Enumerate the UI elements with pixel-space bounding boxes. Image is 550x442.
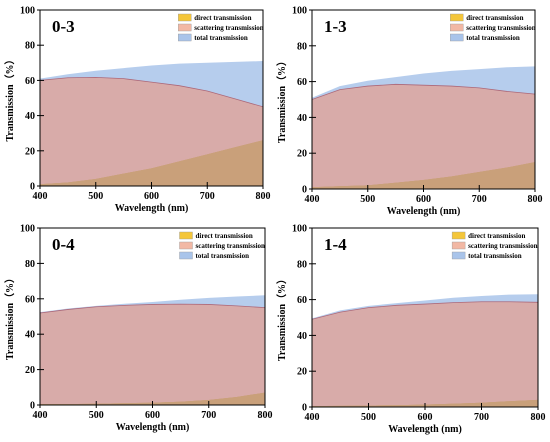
y-tick-label: 100 — [20, 224, 35, 235]
x-tick-label: 600 — [418, 412, 433, 423]
panel-title: 0-4 — [52, 235, 75, 254]
y-tick-label: 40 — [297, 331, 307, 342]
panel-title: 1-3 — [324, 17, 347, 36]
x-tick-label: 800 — [256, 191, 271, 202]
y-tick-label: 20 — [25, 365, 35, 376]
x-tick-label: 400 — [305, 412, 320, 423]
legend-swatch — [450, 23, 464, 32]
area-scattering-tint — [40, 304, 265, 405]
y-tick-label: 40 — [25, 330, 35, 341]
y-tick-label: 20 — [25, 146, 35, 157]
y-axis-title: Transmission（%） — [3, 273, 16, 360]
x-tick-label: 600 — [416, 194, 431, 205]
legend-swatch — [450, 33, 464, 42]
x-tick-label: 600 — [144, 191, 159, 202]
legend-label: total transmission — [194, 34, 248, 42]
legend-label: scattering transmission — [194, 24, 264, 32]
legend-swatch — [178, 23, 192, 32]
y-tick-label: 80 — [25, 41, 35, 52]
legend-swatch — [179, 241, 193, 250]
legend-swatch — [451, 231, 466, 240]
y-tick-label: 60 — [25, 294, 35, 305]
legend-swatch — [179, 251, 193, 260]
chart-panel-1-4: 0 20 40 60 80 100 400 500 600 700 800 Wavelength (n… — [275, 224, 546, 436]
y-tick-label: 20 — [297, 149, 307, 160]
x-axis-title: Wavelength (nm) — [116, 422, 190, 433]
x-tick-label: 400 — [33, 191, 48, 202]
legend-label: scattering transmission — [468, 242, 538, 250]
legend-label: total transmission — [466, 34, 520, 42]
legend-label: direct transmission — [194, 14, 251, 22]
y-tick-label: 40 — [25, 111, 35, 122]
legend-swatch — [450, 13, 464, 22]
legend-label: scattering transmission — [466, 24, 536, 32]
x-axis-title: Wavelength (nm) — [387, 206, 461, 217]
area-scattering-tint — [312, 301, 538, 407]
y-tick-label: 0 — [30, 401, 35, 412]
chart-panel-1-3: 0 20 40 60 80 100 400 500 600 700 800 Wavelength (n… — [275, 6, 543, 218]
chart-panel-0-4: 0 20 40 60 80 100 400 500 600 700 800 Wavelength (n… — [3, 224, 273, 434]
y-tick-label: 0 — [302, 403, 307, 414]
y-tick-label: 80 — [297, 259, 307, 270]
legend-label: direct transmission — [196, 232, 253, 240]
x-tick-label: 800 — [531, 412, 546, 423]
x-tick-label: 700 — [472, 194, 487, 205]
y-axis-title: Transmission（%） — [3, 54, 16, 141]
y-tick-label: 100 — [292, 6, 307, 17]
x-tick-label: 500 — [88, 191, 103, 202]
y-tick-label: 80 — [25, 259, 35, 270]
panel-title: 1-4 — [324, 235, 347, 254]
x-tick-label: 800 — [258, 410, 273, 421]
legend-swatch — [451, 241, 466, 250]
x-tick-label: 800 — [528, 194, 543, 205]
legend-label: total transmission — [196, 252, 250, 260]
x-axis-title: Wavelength (nm) — [388, 424, 462, 435]
legend-label: direct transmission — [468, 232, 525, 240]
y-tick-label: 100 — [292, 224, 307, 235]
y-axis-title: Transmission（%） — [275, 56, 288, 143]
x-axis-title: Wavelength (nm) — [115, 203, 189, 214]
x-tick-label: 400 — [33, 410, 48, 421]
x-tick-label: 700 — [201, 410, 216, 421]
area-scattering-tint — [312, 84, 535, 189]
y-tick-label: 40 — [297, 113, 307, 124]
legend-swatch — [178, 33, 192, 42]
y-tick-label: 0 — [302, 185, 307, 196]
x-tick-label: 700 — [474, 412, 489, 423]
area-direct-top — [40, 140, 263, 186]
x-tick-label: 600 — [145, 410, 160, 421]
y-tick-label: 60 — [25, 76, 35, 87]
y-tick-label: 100 — [20, 6, 35, 17]
x-tick-label: 500 — [89, 410, 104, 421]
legend-label: direct transmission — [466, 14, 523, 22]
legend-swatch — [178, 13, 192, 22]
legend-swatch — [451, 251, 466, 260]
area-direct-top — [312, 162, 535, 189]
x-tick-label: 700 — [200, 191, 215, 202]
x-tick-label: 500 — [361, 412, 376, 423]
y-tick-label: 60 — [297, 77, 307, 88]
x-tick-label: 400 — [305, 194, 320, 205]
y-axis-title: Transmission（%） — [275, 274, 288, 361]
chart-panel-0-3: 0 20 40 60 80 100 400 500 600 700 800 Wavelength (n… — [3, 6, 271, 215]
legend-label: total transmission — [468, 252, 522, 260]
x-tick-label: 500 — [360, 194, 375, 205]
y-tick-label: 0 — [30, 182, 35, 193]
legend-label: scattering transmission — [196, 242, 266, 250]
y-tick-label: 60 — [297, 295, 307, 306]
panel-title: 0-3 — [52, 17, 75, 36]
y-tick-label: 20 — [297, 367, 307, 378]
legend-swatch — [179, 231, 193, 240]
y-tick-label: 80 — [297, 41, 307, 52]
